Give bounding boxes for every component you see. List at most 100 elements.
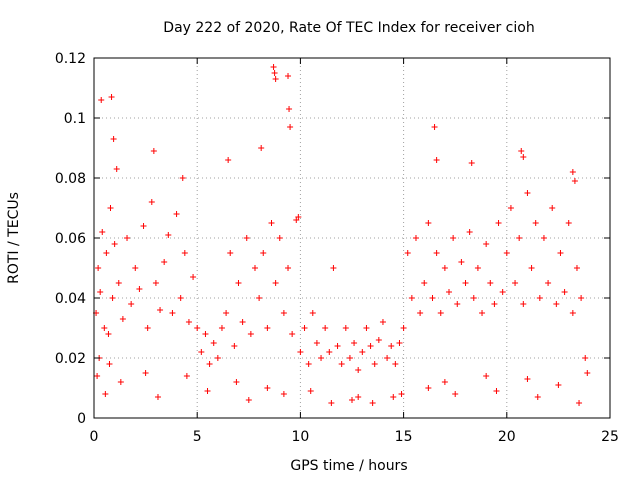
data-point bbox=[398, 391, 405, 397]
data-point bbox=[342, 325, 349, 331]
data-point bbox=[280, 391, 287, 397]
data-point bbox=[280, 310, 287, 316]
data-point bbox=[334, 343, 341, 349]
data-point bbox=[152, 280, 159, 286]
data-point bbox=[528, 265, 535, 271]
data-point bbox=[295, 214, 302, 220]
data-point bbox=[233, 379, 240, 385]
data-point bbox=[270, 64, 277, 70]
x-tick-label: 10 bbox=[291, 429, 309, 445]
data-point bbox=[243, 235, 250, 241]
data-point bbox=[297, 349, 304, 355]
data-point bbox=[285, 73, 292, 79]
data-point bbox=[355, 367, 362, 373]
data-point bbox=[450, 235, 457, 241]
data-point bbox=[98, 97, 105, 103]
data-point bbox=[307, 388, 314, 394]
data-point bbox=[576, 400, 583, 406]
data-point bbox=[483, 373, 490, 379]
data-point bbox=[346, 355, 353, 361]
data-point bbox=[132, 265, 139, 271]
data-point bbox=[495, 220, 502, 226]
data-point bbox=[470, 295, 477, 301]
data-point bbox=[555, 382, 562, 388]
data-point bbox=[557, 250, 564, 256]
data-point bbox=[466, 229, 473, 235]
data-point bbox=[110, 136, 117, 142]
data-point bbox=[260, 250, 267, 256]
data-point bbox=[105, 331, 112, 337]
data-point bbox=[117, 379, 124, 385]
data-point bbox=[375, 337, 382, 343]
data-point bbox=[128, 301, 135, 307]
data-point bbox=[161, 259, 168, 265]
data-point bbox=[206, 361, 213, 367]
data-point bbox=[429, 295, 436, 301]
y-tick-label: 0.02 bbox=[55, 351, 86, 367]
data-point bbox=[330, 265, 337, 271]
data-point bbox=[425, 385, 432, 391]
data-point bbox=[371, 361, 378, 367]
data-point bbox=[417, 310, 424, 316]
data-point bbox=[412, 235, 419, 241]
data-point bbox=[264, 325, 271, 331]
data-point bbox=[165, 232, 172, 238]
data-point bbox=[245, 397, 252, 403]
data-point bbox=[338, 361, 345, 367]
data-point bbox=[289, 331, 296, 337]
data-point bbox=[136, 286, 143, 292]
data-point bbox=[441, 265, 448, 271]
data-point bbox=[487, 280, 494, 286]
data-point bbox=[479, 310, 486, 316]
data-point bbox=[363, 325, 370, 331]
data-point bbox=[452, 391, 459, 397]
data-point bbox=[286, 106, 293, 112]
data-point bbox=[204, 388, 211, 394]
data-point bbox=[119, 316, 126, 322]
data-point bbox=[99, 229, 106, 235]
data-point bbox=[258, 145, 265, 151]
data-point bbox=[524, 190, 531, 196]
x-tick-label: 20 bbox=[498, 429, 516, 445]
data-point bbox=[124, 235, 131, 241]
data-point bbox=[369, 400, 376, 406]
data-point bbox=[272, 280, 279, 286]
data-point bbox=[454, 301, 461, 307]
data-point bbox=[202, 331, 209, 337]
data-point bbox=[569, 310, 576, 316]
data-point bbox=[349, 397, 355, 403]
data-point bbox=[584, 370, 591, 376]
data-point bbox=[532, 220, 539, 226]
plot-area-frame bbox=[93, 57, 611, 419]
x-tick-label: 15 bbox=[395, 429, 413, 445]
data-point bbox=[520, 154, 527, 160]
data-point bbox=[94, 373, 101, 379]
data-point bbox=[318, 355, 325, 361]
data-point bbox=[520, 301, 527, 307]
data-point bbox=[115, 280, 122, 286]
data-point bbox=[264, 385, 271, 391]
data-point bbox=[549, 205, 556, 211]
data-point bbox=[108, 94, 115, 100]
data-point bbox=[425, 220, 432, 226]
data-point bbox=[101, 325, 108, 331]
data-point bbox=[247, 331, 254, 337]
data-point bbox=[227, 250, 234, 256]
data-point bbox=[437, 310, 444, 316]
data-point bbox=[433, 157, 440, 163]
y-tick-label: 0.12 bbox=[55, 51, 86, 67]
data-point bbox=[441, 379, 448, 385]
data-point bbox=[109, 295, 116, 301]
data-point bbox=[524, 376, 531, 382]
data-point bbox=[322, 325, 329, 331]
data-point bbox=[102, 391, 109, 397]
data-point bbox=[458, 259, 465, 265]
data-point bbox=[190, 274, 197, 280]
data-point bbox=[536, 295, 543, 301]
y-tick-label: 0.08 bbox=[55, 171, 86, 187]
data-point bbox=[173, 211, 180, 217]
data-point bbox=[214, 355, 221, 361]
data-point bbox=[183, 373, 190, 379]
data-point bbox=[285, 265, 292, 271]
data-point bbox=[503, 250, 510, 256]
